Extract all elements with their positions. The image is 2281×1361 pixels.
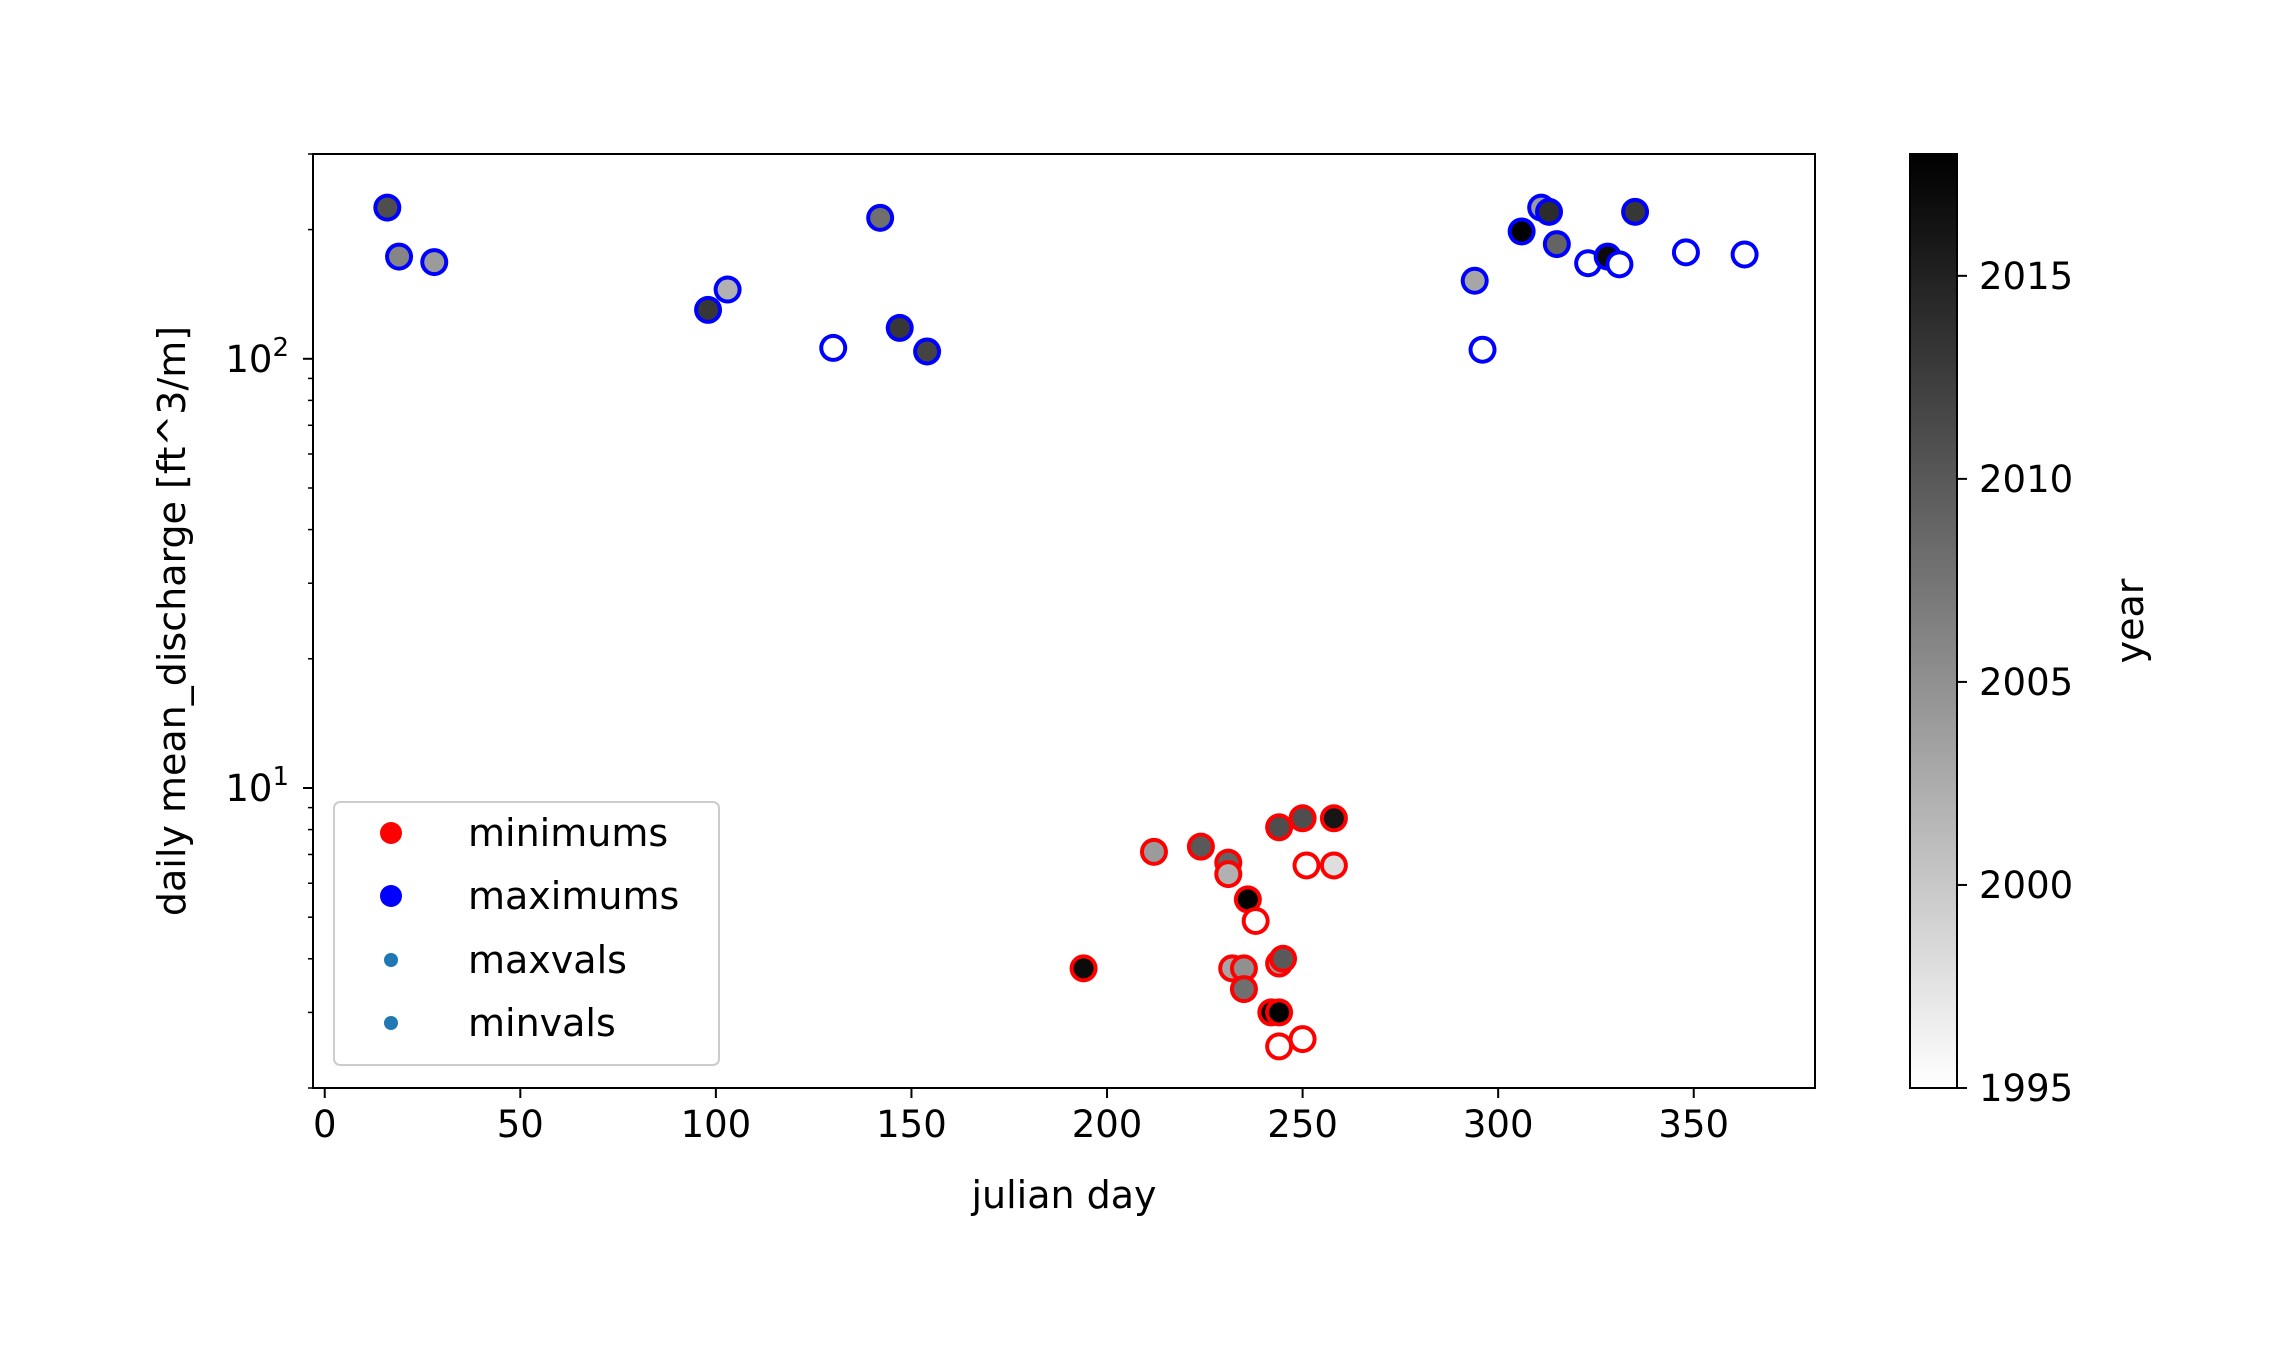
- colorbar-tick-label: 2010: [1979, 458, 2073, 501]
- colorbar-gradient: [1909, 153, 1958, 1089]
- legend-label: maximums: [468, 874, 679, 918]
- legend-label: minimums: [468, 811, 668, 855]
- maximums-point-fill: [424, 252, 445, 273]
- x-tick-label: 150: [876, 1103, 947, 1146]
- x-axis: 0 50 100 150 200 250 300 350: [313, 1088, 1729, 1146]
- colorbar-label: year: [2108, 578, 2152, 663]
- minimums-point-fill: [1218, 864, 1239, 885]
- legend-marker: [384, 1016, 398, 1030]
- x-tick-label: 300: [1463, 1103, 1534, 1146]
- minimums-point-fill: [1190, 836, 1211, 857]
- maximums-point-fill: [1675, 242, 1696, 263]
- x-tick-label: 200: [1072, 1103, 1143, 1146]
- legend-label: maxvals: [468, 938, 627, 982]
- maximums-point-fill: [389, 246, 410, 267]
- maximums-point-fill: [823, 337, 844, 358]
- maximums-point-fill: [889, 317, 910, 338]
- minimums-point-fill: [1292, 808, 1313, 829]
- colorbar-tick-label: 1995: [1979, 1067, 2073, 1110]
- x-tick-label: 350: [1658, 1103, 1729, 1146]
- minimums-point-fill: [1143, 841, 1164, 862]
- x-tick-label: 0: [313, 1103, 337, 1146]
- minimums-point-fill: [1245, 910, 1266, 931]
- minimums-point-fill: [1296, 855, 1317, 876]
- colorbar-tick-label: 2000: [1979, 864, 2073, 907]
- x-tick-label: 100: [681, 1103, 752, 1146]
- y-tick-label: 102: [225, 333, 289, 381]
- colorbar-ticks: 1995 2000 2005 2010 2015: [1957, 255, 2073, 1110]
- maximums-point-fill: [1511, 221, 1532, 242]
- legend-marker: [384, 953, 398, 967]
- legend: minimums maximums maxvals minvals: [333, 801, 720, 1066]
- maximums-point-fill: [917, 341, 938, 362]
- maximums-point-fill: [870, 207, 891, 228]
- legend-marker: [380, 822, 402, 844]
- minimums-point-fill: [1292, 1029, 1313, 1050]
- minimums-point-fill: [1323, 808, 1344, 829]
- maximums-point-fill: [1609, 254, 1630, 275]
- maximums-point-fill: [1464, 270, 1485, 291]
- y-axis-label: daily mean_discharge [ft^3/m]: [150, 326, 194, 916]
- minimums-point-fill: [1273, 948, 1294, 969]
- points-layer: [373, 193, 1759, 1061]
- x-tick-label: 250: [1267, 1103, 1338, 1146]
- maximums-point-fill: [377, 197, 398, 218]
- maximums-point-fill: [1734, 244, 1755, 265]
- minimums-point-fill: [1323, 855, 1344, 876]
- plot-frame: [312, 153, 1816, 1089]
- legend-box: [333, 801, 720, 1066]
- maximums-point-fill: [1578, 253, 1599, 274]
- maximums-point-fill: [717, 279, 738, 300]
- colorbar-tick-label: 2005: [1979, 661, 2073, 704]
- minimums-point-fill: [1237, 889, 1258, 910]
- colorbar: 1995 2000 2005 2010 2015 year: [1909, 153, 2152, 1110]
- maximums-point-fill: [698, 299, 719, 320]
- minimums-point-fill: [1233, 958, 1254, 979]
- minimums-point-fill: [1269, 817, 1290, 838]
- maximums-point-fill: [1546, 234, 1567, 255]
- legend-label: minvals: [468, 1001, 616, 1045]
- y-tick-label: 101: [225, 762, 289, 810]
- maximums-point-fill: [1472, 339, 1493, 360]
- minimums-point-fill: [1233, 979, 1254, 1000]
- x-axis-label: julian day: [970, 1173, 1156, 1217]
- legend-marker: [380, 885, 402, 907]
- minimums-point-fill: [1269, 1036, 1290, 1057]
- maximums-point-fill: [1625, 201, 1646, 222]
- x-tick-label: 50: [497, 1103, 544, 1146]
- maximums-point-fill: [1539, 201, 1560, 222]
- minimums-point-fill: [1269, 1002, 1290, 1023]
- colorbar-tick-label: 2015: [1979, 255, 2073, 298]
- minimums-point-fill: [1073, 958, 1094, 979]
- y-axis: 101 102: [225, 153, 313, 1089]
